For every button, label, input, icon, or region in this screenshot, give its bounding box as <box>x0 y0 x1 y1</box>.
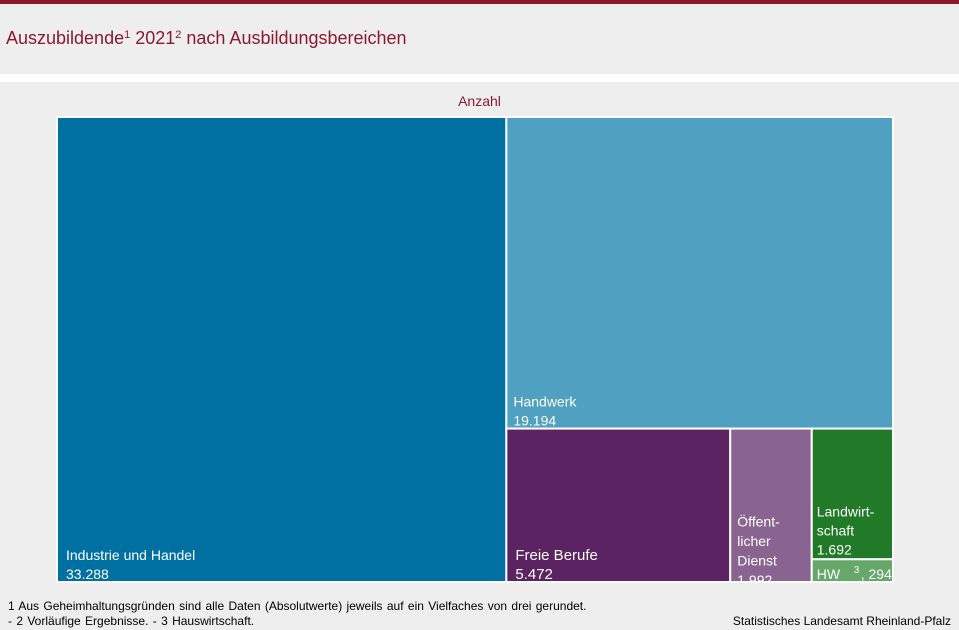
tile-label-freie_berufe: Freie Berufe <box>515 547 598 564</box>
tile-value-landwirtschaft: 1.692 <box>817 541 852 557</box>
tile-industrie <box>56 116 508 583</box>
top-rule <box>0 0 959 4</box>
tile-label-oeffentlicher_dienst: Dienst <box>737 553 777 569</box>
tile-value-industrie: 33.288 <box>66 566 109 582</box>
tile-handwerk <box>505 116 894 430</box>
header: Auszubildende1 20212 nach Ausbildungsber… <box>0 4 959 74</box>
tile-value-hauswirtschaft: , 294 <box>861 566 892 582</box>
tile-value-oeffentlicher_dienst: 1.992 <box>737 572 772 588</box>
tile-value-handwerk: 19.194 <box>513 413 556 429</box>
tile-label-landwirtschaft: Landwirt- <box>817 503 875 519</box>
tile-label-sup-hauswirtschaft: 3 <box>854 565 860 576</box>
tile-value-freie_berufe: 5.472 <box>515 566 553 583</box>
tile-label-handwerk: Handwerk <box>513 394 577 410</box>
footnote: 1 Aus Geheimhaltungsgründen sind alle Da… <box>8 599 587 628</box>
tile-label-landwirtschaft: schaft <box>817 522 854 538</box>
tile-landwirtschaft <box>810 427 894 561</box>
chart-title: Auszubildende1 20212 nach Ausbildungsber… <box>6 28 407 48</box>
tile-hauswirtschaft <box>810 558 894 584</box>
source-note: Statistisches Landesamt Rheinland-Pfalz <box>732 614 951 628</box>
tile-label-oeffentlicher_dienst: Öffent- <box>737 513 780 530</box>
tile-label-hauswirtschaft: HW <box>817 566 841 582</box>
unit-label: Anzahl <box>458 93 501 109</box>
tile-freie_berufe <box>505 427 732 583</box>
tile-label-industrie: Industrie und Handel <box>66 547 195 563</box>
tile-label-oeffentlicher_dienst: licher <box>737 533 771 549</box>
